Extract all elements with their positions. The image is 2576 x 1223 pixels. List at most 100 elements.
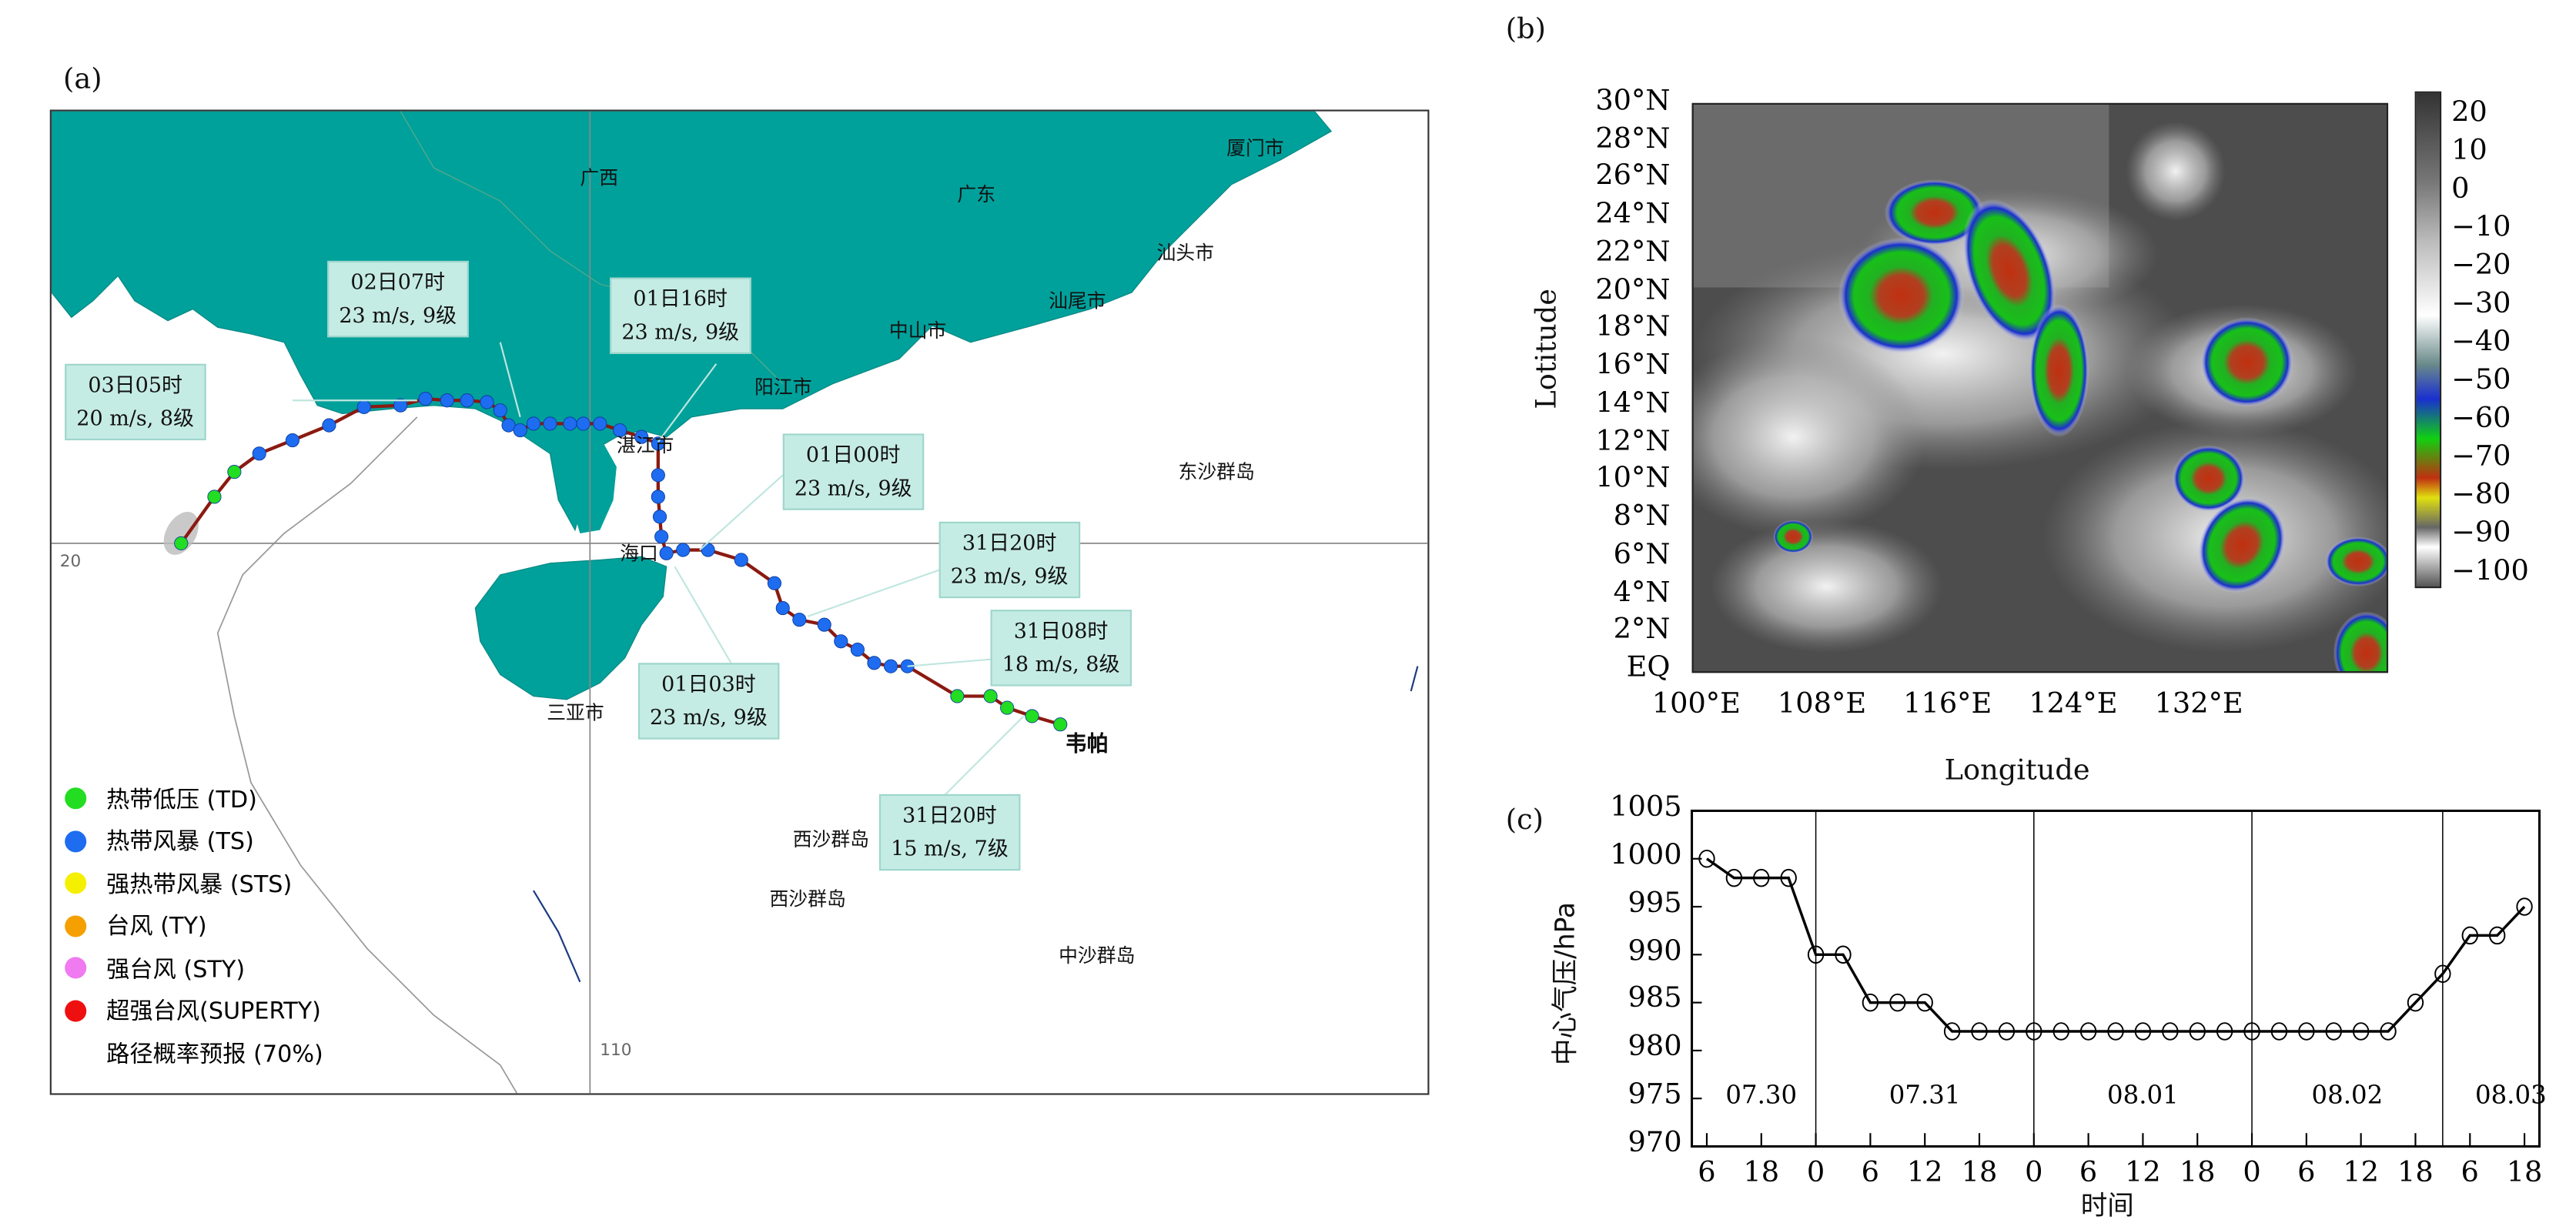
legend-dot-icon bbox=[65, 957, 87, 980]
latitude-tick-label: 8°N bbox=[1613, 500, 1671, 534]
track-point bbox=[883, 659, 898, 673]
colorbar bbox=[2414, 91, 2442, 589]
place-xisha: 西沙群岛 bbox=[792, 827, 870, 851]
pressure-point bbox=[2461, 926, 2478, 945]
pressure-point bbox=[1971, 1022, 1988, 1041]
track-point bbox=[792, 613, 807, 627]
convective-cell bbox=[2172, 445, 2246, 512]
pressure-point bbox=[2026, 1022, 2042, 1041]
callout-leaders bbox=[292, 342, 1025, 800]
place-yangjiang: 阳江市 bbox=[754, 375, 812, 399]
place-zhongsha: 中沙群岛 bbox=[1059, 944, 1136, 967]
pressure-point bbox=[1780, 868, 1797, 887]
panel-b-label: (b) bbox=[1505, 13, 1546, 47]
track-point bbox=[526, 416, 541, 431]
place-dongsha: 东沙群岛 bbox=[1178, 459, 1255, 484]
colorbar-tick-label: −50 bbox=[2451, 363, 2511, 397]
x-tick-label: 18 bbox=[2506, 1156, 2543, 1190]
track-point bbox=[651, 468, 665, 483]
panel-c-label: (c) bbox=[1505, 804, 1544, 837]
pressure-point bbox=[2134, 1022, 2152, 1041]
hainan-island bbox=[474, 556, 667, 700]
pressure-point bbox=[2270, 1022, 2288, 1041]
x-tick-label: 0 bbox=[2243, 1156, 2261, 1190]
lon-label: 110 bbox=[600, 1041, 632, 1061]
probability-cone bbox=[163, 512, 199, 555]
track-point bbox=[850, 642, 865, 657]
pressure-point bbox=[1998, 1022, 2016, 1041]
reef-line bbox=[533, 890, 581, 983]
leizhou-peninsula bbox=[567, 436, 617, 533]
x-tick-label: 6 bbox=[1861, 1156, 1880, 1190]
x-tick-label: 6 bbox=[2079, 1156, 2098, 1190]
track-point bbox=[775, 601, 790, 616]
track-callout: 03日05时 20 m/s, 8级 bbox=[65, 363, 206, 441]
x-tick-label: 6 bbox=[1698, 1156, 1716, 1190]
satellite-cloud-svg bbox=[1693, 104, 2387, 672]
x-tick-label: 12 bbox=[1906, 1156, 1943, 1190]
plot-frame bbox=[1691, 809, 2541, 1148]
longitude-tick-label: 100°E bbox=[1651, 687, 1741, 721]
legend-dot-icon bbox=[65, 999, 87, 1022]
track-point bbox=[983, 689, 998, 703]
pressure-point bbox=[2216, 1022, 2233, 1041]
latitude-tick-label: 22°N bbox=[1595, 236, 1671, 269]
latitude-tick-label: 30°N bbox=[1595, 85, 1671, 119]
colorbar-tick-label: −80 bbox=[2451, 478, 2511, 512]
track-point bbox=[418, 392, 433, 406]
colorbar-tick-label: −30 bbox=[2451, 287, 2511, 321]
pressure-point bbox=[2434, 964, 2451, 984]
pressure-point bbox=[1835, 945, 1852, 964]
y-tick-label: 1000 bbox=[1610, 838, 1682, 872]
coastline-line bbox=[216, 416, 518, 1094]
typhoon-track-map: 广西 广东 厦门市 汕头市 汕尾市 中山市 阳江市 湛江市 海口 三亚市 东沙群… bbox=[49, 109, 1430, 1095]
legend-item-probability: 路径概率预报 (70%) bbox=[106, 1041, 323, 1068]
convective-cell bbox=[1773, 520, 1814, 553]
legend-item-sty: 强台风 (STY) bbox=[65, 947, 323, 989]
track-point bbox=[576, 416, 590, 431]
longitude-tick-label: 108°E bbox=[1777, 687, 1867, 721]
pressure-point bbox=[2079, 1022, 2097, 1041]
latitude-tick-label: 16°N bbox=[1595, 349, 1671, 383]
colorbar-tick-label: 0 bbox=[2451, 172, 2470, 206]
pressure-point bbox=[1916, 993, 1933, 1012]
track-point bbox=[652, 510, 667, 524]
track-point bbox=[834, 634, 848, 649]
latitude-tick-label: 20°N bbox=[1595, 273, 1671, 307]
track-point bbox=[513, 423, 527, 438]
typhoon-track bbox=[174, 392, 1068, 732]
colorbar-tick-label: −100 bbox=[2451, 555, 2529, 589]
track-point bbox=[950, 689, 965, 703]
track-point bbox=[543, 416, 557, 431]
reef-line bbox=[1410, 666, 1419, 692]
track-callout: 01日03时 23 m/s, 9级 bbox=[637, 663, 779, 740]
track-point bbox=[676, 543, 691, 557]
track-point bbox=[1000, 700, 1015, 715]
y-tick-label: 995 bbox=[1628, 887, 1682, 921]
track-point bbox=[493, 403, 507, 418]
x-tick-label: 12 bbox=[2125, 1156, 2161, 1190]
date-label: 08.01 bbox=[2107, 1080, 2179, 1111]
pressure-point bbox=[2162, 1022, 2179, 1041]
track-point bbox=[1025, 709, 1039, 723]
date-label: 07.30 bbox=[1725, 1080, 1798, 1111]
date-label: 07.31 bbox=[1889, 1080, 1961, 1111]
track-point bbox=[734, 553, 748, 567]
track-callout: 01日00时 23 m/s, 9级 bbox=[782, 433, 924, 510]
typhoon-name: 韦帕 bbox=[1065, 732, 1109, 758]
pressure-point bbox=[2380, 1022, 2397, 1041]
x-tick-label: 18 bbox=[2179, 1156, 2216, 1190]
y-tick-label: 1005 bbox=[1610, 790, 1682, 824]
track-callout: 02日07时 23 m/s, 9级 bbox=[327, 260, 469, 338]
track-callout: 01日16时 23 m/s, 9级 bbox=[610, 277, 751, 354]
pressure-point bbox=[2298, 1022, 2315, 1041]
longitude-tick-label: 132°E bbox=[2154, 687, 2243, 721]
colorbar-tick-label: 20 bbox=[2451, 96, 2487, 130]
pressure-point bbox=[2107, 1022, 2124, 1041]
legend-dot-icon bbox=[65, 787, 87, 810]
pressure-point bbox=[1753, 868, 1770, 887]
convective-cell bbox=[1838, 237, 1965, 354]
place-haikou: 海口 bbox=[620, 541, 658, 565]
place-shanwei: 汕尾市 bbox=[1049, 289, 1106, 312]
pressure-point bbox=[2488, 926, 2506, 945]
